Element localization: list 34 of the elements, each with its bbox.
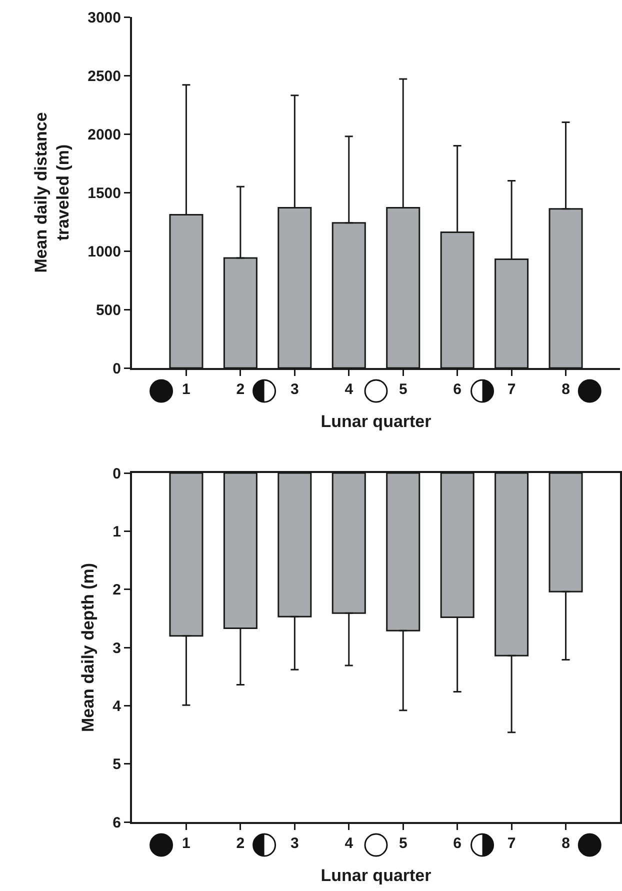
y-tick-label: 4 (112, 698, 122, 715)
x-tick-label: 7 (507, 381, 516, 398)
x-tick-label: 7 (507, 835, 516, 852)
y-tick-label: 1000 (88, 243, 121, 260)
x-tick-label: 4 (344, 381, 354, 398)
x-tick-label: 1 (182, 835, 190, 852)
x-tick-label: 6 (453, 835, 462, 852)
x-tick-label: 3 (290, 835, 299, 852)
y-axis-title: Mean daily depth (m) (78, 562, 98, 732)
x-tick-label: 6 (453, 381, 462, 398)
x-tick-label: 4 (344, 835, 354, 852)
y-tick-label: 3000 (88, 9, 121, 26)
y-tick-label: 2000 (88, 126, 121, 144)
x-tick-label: 2 (236, 835, 245, 852)
x-tick-label: 3 (290, 381, 299, 398)
y-tick-label: 3 (112, 640, 121, 657)
y-tick-label: 1 (112, 523, 121, 540)
y-tick-label: 2 (112, 582, 121, 599)
x-tick-label: 8 (562, 835, 570, 852)
y-tick-label: 1500 (88, 184, 121, 202)
y-tick-label: 6 (112, 814, 121, 832)
y-tick-label: 5 (112, 756, 121, 774)
x-tick-label: 2 (236, 381, 245, 398)
x-tick-label: 8 (562, 381, 570, 398)
x-axis-title: Lunar quarter (320, 866, 432, 885)
x-tick-label: 5 (398, 835, 408, 852)
x-axis-title: Lunar quarter (320, 412, 432, 431)
y-tick-label: 0 (112, 465, 121, 482)
y-tick-label: 500 (96, 302, 121, 319)
y-tick-label: 0 (112, 360, 121, 378)
y-axis-title: Mean daily distance traveled (m) (32, 112, 73, 273)
y-tick-label: 2500 (88, 68, 121, 85)
x-tick-label: 1 (182, 381, 190, 398)
x-tick-label: 5 (398, 381, 408, 398)
